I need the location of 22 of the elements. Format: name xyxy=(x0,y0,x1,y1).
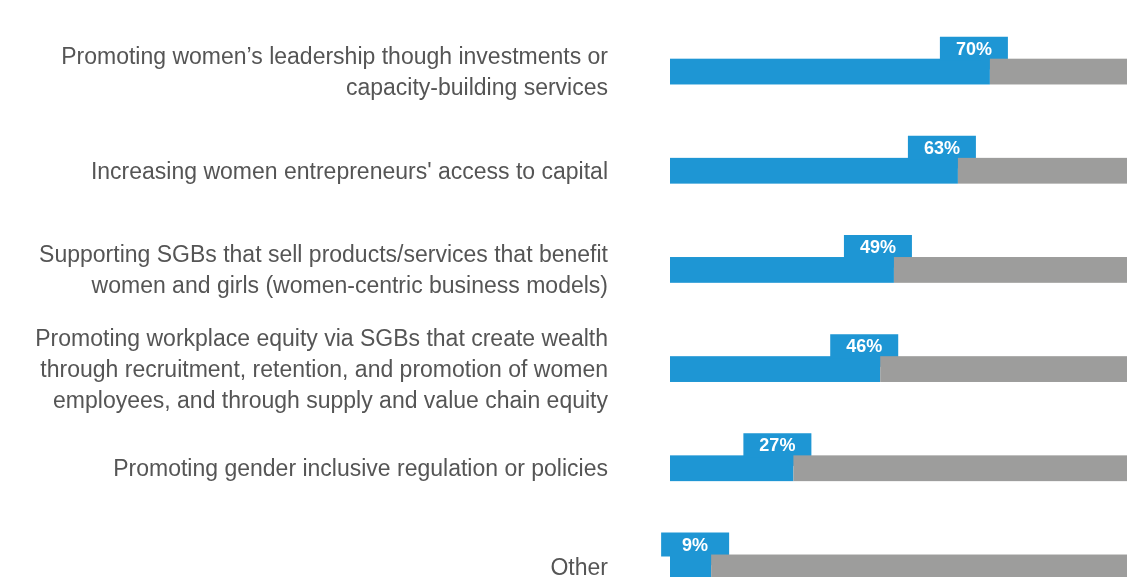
bar xyxy=(670,257,894,283)
data-label: 63% xyxy=(923,137,960,158)
y-tick-label: Promoting gender inclusive regulation or policies xyxy=(113,455,608,482)
y-tick-label: Increasing women entrepreneurs' access to capital xyxy=(90,157,608,184)
bar xyxy=(670,455,794,482)
data-label: 49% xyxy=(859,237,896,258)
bar xyxy=(957,157,1127,184)
bar xyxy=(670,356,881,382)
bar xyxy=(989,58,1127,85)
bar xyxy=(880,356,1127,382)
data-label: 70% xyxy=(955,38,992,59)
bar xyxy=(670,157,958,184)
bar xyxy=(893,257,1127,283)
y-tick-label: Promoting workplace equity via SGBs that create wealth through recruitment, retention, and promotion of women employees, and through supply and value chain equity xyxy=(35,325,609,414)
data-label: 46% xyxy=(846,336,883,357)
data-label: 9% xyxy=(682,534,709,555)
y-tick-label: Supporting SGBs that sell products/services that benefit women and girls (women-centric business models) xyxy=(39,241,609,299)
y-tick-label: Other xyxy=(550,554,609,577)
bar xyxy=(793,455,1127,482)
data-label: 27% xyxy=(759,435,796,456)
y-tick-label: Promoting women’s leadership though investments or capacity-building services xyxy=(61,43,609,101)
bar xyxy=(670,58,990,85)
